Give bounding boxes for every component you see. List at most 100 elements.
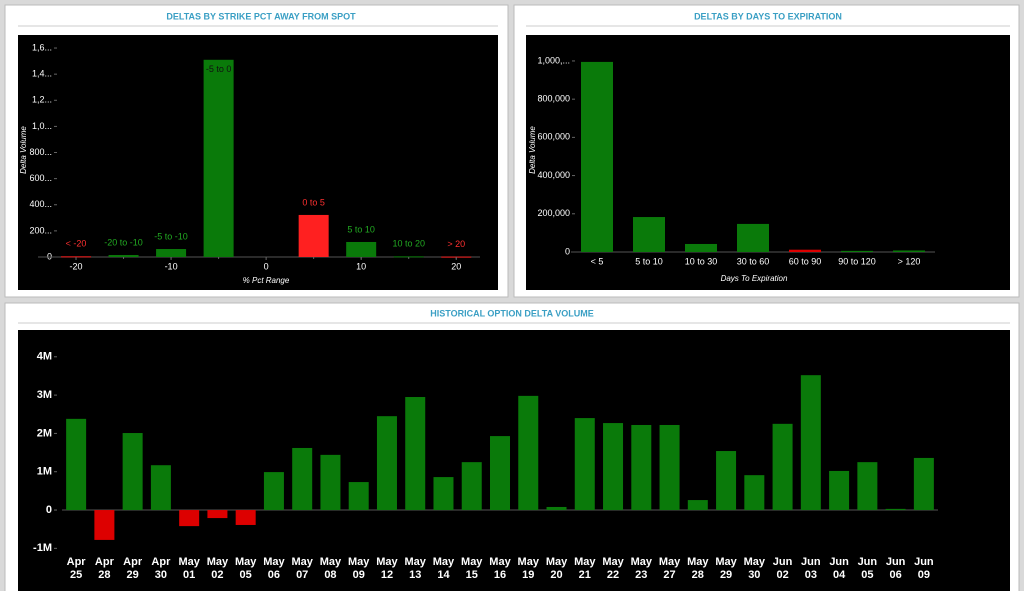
bar [433,477,454,511]
bar [744,475,765,511]
x-tick-label-line: Jun [801,556,821,568]
x-tick-label-line: 08 [324,569,336,581]
bar-label: < -20 [66,239,87,249]
x-tick-label: 10 to 30 [685,256,718,266]
x-tick-label-line: May [744,556,766,568]
x-tick-label-line: May [659,556,681,568]
x-tick-label-line: 27 [663,569,675,581]
x-tick-label-line: 15 [466,569,478,581]
bar [737,223,769,252]
x-tick-label: May 22 [602,556,624,581]
bar [179,510,200,527]
x-tick-label-line: May [687,556,709,568]
x-tick-label-line: 02 [211,569,223,581]
x-tick-label: Jun 05 [858,556,878,581]
x-tick-label-line: May [461,556,483,568]
bar [633,217,665,252]
y-tick-label: -1M [33,542,52,554]
bar-label: -20 to -10 [104,237,143,247]
y-tick-label: 1,6... [32,42,52,52]
y-tick-label: 800... [29,147,52,157]
x-tick-label-line: Apr [123,556,143,568]
x-tick-label: May 07 [291,556,313,581]
x-tick-label-line: May [546,556,568,568]
x-tick-label-line: Apr [95,556,115,568]
x-tick-label-line: 13 [409,569,421,581]
bar [685,243,717,252]
bar [203,59,234,257]
bar [574,418,595,511]
bar [518,395,539,511]
x-tick-label-line: May [320,556,342,568]
x-tick-label: 90 to 120 [838,256,876,266]
x-tick-label-line: 04 [833,569,846,581]
x-tick-label: 10 [356,261,366,271]
x-tick-label: May 13 [405,556,427,581]
x-tick-label-line: May [235,556,257,568]
bar [292,447,313,511]
bar [235,510,256,525]
bar [108,255,139,257]
bar [346,241,377,257]
panel-title: HISTORICAL OPTION DELTA VOLUME [430,308,594,318]
bar [461,462,482,511]
x-axis-label: Days To Expiration [721,274,788,283]
plot-area [18,35,498,290]
x-tick-label-line: 30 [748,569,760,581]
x-tick-label: Apr 29 [123,556,143,581]
bar [61,256,92,258]
bar-label: 5 to 10 [347,224,375,234]
y-tick-label: 1M [37,466,52,478]
x-tick-label: Apr 25 [67,556,87,581]
x-tick-label-line: May [602,556,624,568]
x-tick-label-line: 23 [635,569,647,581]
x-tick-label-line: Jun [773,556,793,568]
y-tick-label: 600... [29,173,52,183]
x-tick-label-line: May [376,556,398,568]
x-tick-label-line: Jun [829,556,849,568]
x-tick-label-line: 02 [776,569,788,581]
bar [893,250,925,252]
x-tick-label: May 12 [376,556,398,581]
bar [687,500,708,511]
y-tick-label: 800,000 [537,94,570,104]
x-tick-label: May 16 [489,556,511,581]
bar [298,214,329,257]
x-tick-label-line: 09 [918,569,930,581]
bar [772,423,793,511]
bar [885,508,906,511]
y-tick-label: 3M [37,389,52,401]
x-tick-label-line: 05 [240,569,252,581]
x-tick-label-line: May [348,556,370,568]
bar [631,424,652,511]
bar [66,418,87,511]
x-tick-label: May 14 [433,556,455,581]
bar [913,457,934,511]
bar-label: > 20 [447,239,465,249]
x-tick-label-line: 06 [889,569,901,581]
bar [829,470,850,511]
x-tick-label: May 01 [178,556,200,581]
plot-area [18,330,1010,591]
x-tick-label-line: Apr [151,556,171,568]
x-tick-label: May 09 [348,556,370,581]
x-tick-label-line: 03 [805,569,817,581]
bar [156,249,187,257]
bar-label: 0 to 5 [302,197,325,207]
x-tick-label-line: May [291,556,313,568]
x-tick-label-line: 29 [127,569,139,581]
bar-label: -5 to 0 [206,64,232,74]
y-tick-label: 400... [29,199,52,209]
x-tick-label: May 28 [687,556,709,581]
x-tick-label-line: 06 [268,569,280,581]
x-tick-label: 30 to 60 [737,256,770,266]
x-tick-label: -20 [70,261,83,271]
x-tick-label: Jun 04 [829,556,849,581]
x-tick-label: 20 [451,261,461,271]
bar [581,61,613,252]
bar [789,249,821,252]
x-tick-label-line: May [489,556,511,568]
bar [546,506,567,511]
y-tick-label: 600,000 [537,132,570,142]
x-tick-label-line: 22 [607,569,619,581]
